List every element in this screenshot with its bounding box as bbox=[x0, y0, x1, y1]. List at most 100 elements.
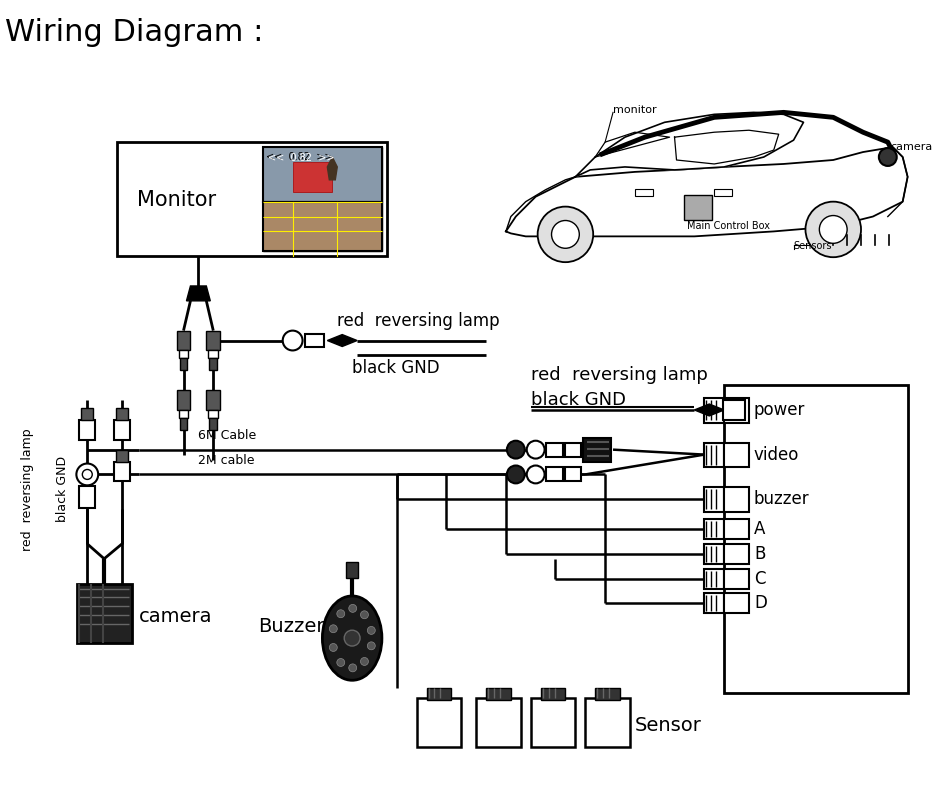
Bar bbox=[531, 697, 575, 747]
Bar bbox=[486, 688, 510, 700]
Text: power: power bbox=[754, 401, 806, 419]
Bar bbox=[566, 467, 581, 482]
Bar bbox=[180, 418, 187, 430]
Polygon shape bbox=[695, 404, 724, 416]
Text: Main Control Box: Main Control Box bbox=[687, 221, 771, 231]
Circle shape bbox=[507, 440, 525, 458]
Bar bbox=[724, 544, 749, 564]
Circle shape bbox=[552, 221, 579, 248]
Bar bbox=[540, 688, 566, 700]
Bar bbox=[723, 400, 745, 420]
Bar bbox=[263, 147, 382, 251]
Text: Sensors: Sensors bbox=[793, 242, 832, 251]
Circle shape bbox=[368, 626, 375, 634]
Bar bbox=[545, 443, 563, 457]
Text: red  reversing lamp: red reversing lamp bbox=[531, 367, 708, 384]
Bar bbox=[116, 449, 128, 461]
Circle shape bbox=[349, 664, 356, 672]
Bar bbox=[595, 688, 620, 700]
Circle shape bbox=[83, 470, 92, 479]
Bar bbox=[206, 331, 220, 350]
Circle shape bbox=[349, 604, 356, 612]
Bar bbox=[724, 487, 749, 512]
Bar bbox=[724, 519, 749, 539]
Circle shape bbox=[879, 148, 897, 166]
Text: camera: camera bbox=[139, 607, 212, 626]
Bar bbox=[477, 697, 521, 747]
Bar bbox=[114, 420, 130, 440]
Bar bbox=[114, 461, 130, 482]
Bar bbox=[210, 358, 217, 371]
Bar bbox=[704, 594, 724, 613]
Text: D: D bbox=[754, 594, 767, 612]
Bar bbox=[634, 189, 652, 195]
Bar bbox=[77, 584, 132, 643]
Bar bbox=[724, 594, 749, 613]
Bar bbox=[704, 519, 724, 539]
Bar bbox=[545, 467, 563, 482]
Bar bbox=[305, 333, 324, 347]
Circle shape bbox=[806, 202, 861, 257]
Bar bbox=[82, 408, 93, 420]
Circle shape bbox=[526, 466, 544, 483]
Bar bbox=[586, 697, 630, 747]
Text: buzzer: buzzer bbox=[754, 490, 809, 508]
Ellipse shape bbox=[322, 596, 382, 680]
Bar bbox=[206, 390, 220, 410]
Bar bbox=[704, 443, 724, 467]
Bar bbox=[346, 562, 358, 577]
Circle shape bbox=[76, 464, 98, 485]
Bar bbox=[684, 195, 713, 220]
Bar bbox=[704, 544, 724, 564]
Bar bbox=[724, 398, 749, 423]
Text: black GND: black GND bbox=[56, 457, 69, 522]
Bar bbox=[179, 410, 189, 418]
Text: black GND: black GND bbox=[352, 359, 440, 377]
Polygon shape bbox=[186, 286, 211, 301]
Bar bbox=[292, 162, 333, 191]
Bar bbox=[210, 418, 217, 430]
Text: red  reversing lamp: red reversing lamp bbox=[22, 428, 34, 551]
Circle shape bbox=[283, 331, 303, 350]
Bar bbox=[724, 443, 749, 467]
Text: Monitor: Monitor bbox=[137, 190, 216, 210]
Bar bbox=[427, 688, 451, 700]
Circle shape bbox=[329, 643, 337, 651]
Bar bbox=[263, 202, 382, 251]
Bar bbox=[724, 385, 908, 693]
Bar bbox=[179, 350, 189, 358]
Polygon shape bbox=[506, 147, 908, 236]
Text: Sensor: Sensor bbox=[634, 716, 702, 735]
Circle shape bbox=[344, 630, 360, 646]
Bar bbox=[180, 358, 187, 371]
Text: <<  0.82  >>: << 0.82 >> bbox=[266, 152, 333, 162]
Bar bbox=[209, 410, 218, 418]
Text: C: C bbox=[754, 569, 765, 588]
Text: 6M Cable: 6M Cable bbox=[198, 429, 257, 442]
Bar bbox=[566, 443, 581, 457]
Polygon shape bbox=[575, 113, 804, 177]
Circle shape bbox=[360, 658, 368, 665]
Bar bbox=[714, 189, 732, 195]
Text: Buzzer: Buzzer bbox=[258, 616, 324, 636]
Circle shape bbox=[368, 642, 375, 650]
Text: video: video bbox=[754, 445, 799, 464]
Bar bbox=[584, 438, 611, 461]
Text: A: A bbox=[754, 520, 765, 538]
Circle shape bbox=[337, 659, 345, 667]
Bar bbox=[416, 697, 462, 747]
Circle shape bbox=[526, 440, 544, 458]
Bar bbox=[724, 569, 749, 589]
Polygon shape bbox=[327, 335, 357, 346]
Circle shape bbox=[538, 207, 593, 262]
Text: monitor: monitor bbox=[613, 105, 657, 115]
Bar bbox=[263, 147, 382, 202]
Bar bbox=[177, 390, 191, 410]
Circle shape bbox=[820, 216, 847, 243]
Bar bbox=[209, 350, 218, 358]
Text: camera: camera bbox=[891, 142, 933, 152]
Bar bbox=[704, 398, 724, 423]
Circle shape bbox=[360, 611, 368, 619]
Text: <<  0.82  >>: << 0.82 >> bbox=[268, 153, 335, 163]
Circle shape bbox=[337, 610, 345, 618]
